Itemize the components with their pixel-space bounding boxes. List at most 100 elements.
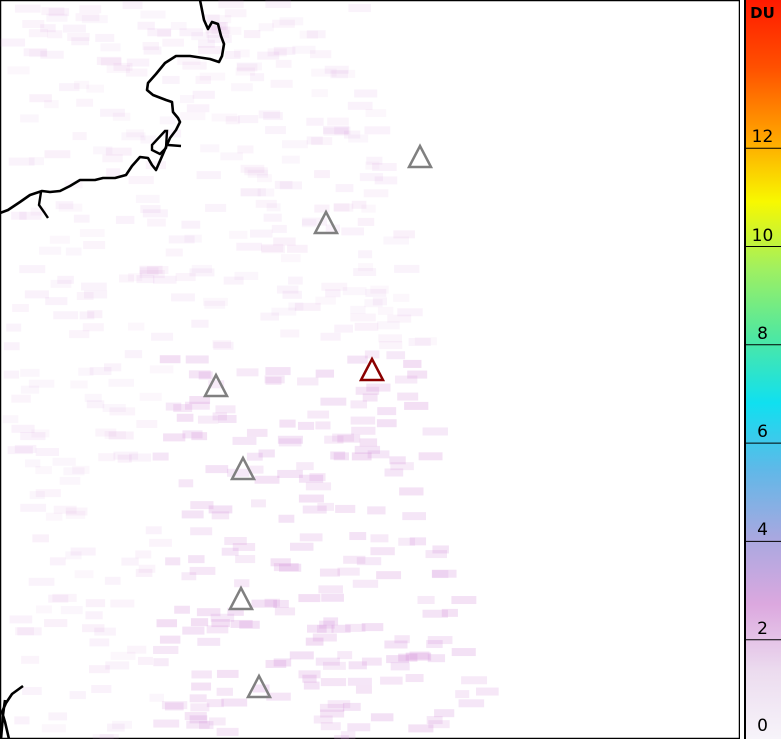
so2-pixel (191, 264, 212, 273)
so2-pixel (280, 329, 300, 338)
so2-pixel (138, 564, 156, 573)
so2-pixel (184, 712, 207, 721)
so2-pixel (325, 224, 340, 233)
so2-pixel (212, 412, 227, 421)
so2-pixel (404, 401, 429, 410)
so2-pixel (184, 234, 202, 243)
so2-pixel (231, 83, 253, 92)
so2-pixel (15, 627, 34, 636)
so2-pixel (65, 507, 88, 516)
so2-pixel (3, 370, 20, 379)
so2-pixel (0, 38, 26, 47)
so2-pixel (367, 450, 390, 459)
so2-pixel (307, 410, 330, 419)
so2-pixel (289, 542, 314, 551)
so2-pixel (362, 393, 378, 402)
so2-pixel (79, 5, 102, 14)
so2-pixel (189, 694, 207, 703)
so2-pixel (393, 293, 410, 302)
so2-pixel (190, 527, 213, 536)
so2-pixel (264, 598, 280, 607)
so2-pixel (266, 203, 281, 212)
so2-pixel (198, 39, 215, 48)
so2-pixel (58, 203, 83, 212)
so2-pixel (288, 276, 303, 285)
so2-pixel (315, 296, 336, 305)
so2-pixel (7, 446, 33, 455)
so2-pixel (159, 355, 181, 364)
so2-pixel (350, 416, 376, 425)
so2-pixel (40, 24, 56, 33)
so2-pixel (19, 211, 42, 220)
so2-pixel (398, 653, 418, 662)
so2-pixel (278, 514, 295, 523)
so2-pixel (334, 735, 349, 739)
so2-pixel (432, 570, 449, 579)
colorbar-tick-label: 8 (757, 323, 768, 344)
so2-pixel (57, 275, 74, 284)
so2-pixel (35, 605, 52, 614)
so2-pixel (294, 302, 321, 311)
so2-pixel (307, 624, 327, 633)
so2-pixel (145, 161, 166, 170)
so2-pixel (112, 720, 133, 729)
so2-pixel (205, 25, 222, 34)
so2-pixel (363, 189, 389, 198)
so2-pixel (100, 43, 121, 52)
so2-pixel (102, 154, 123, 163)
so2-pixel (112, 112, 131, 121)
so2-pixel (261, 243, 284, 252)
coastline (0, 0, 226, 215)
so2-pixel (451, 648, 476, 657)
so2-pixel (432, 545, 449, 554)
so2-pixel (246, 452, 263, 461)
so2-pixel (149, 538, 172, 547)
so2-pixel (186, 104, 210, 113)
so2-pixel (191, 682, 212, 691)
so2-pixel (252, 684, 270, 693)
so2-pixel (331, 69, 356, 78)
so2-pixel (55, 201, 74, 210)
so2-pixel (44, 619, 68, 628)
so2-pixel (206, 625, 229, 634)
so2-pixel (337, 434, 361, 443)
so2-pixel (365, 288, 387, 297)
so2-pixel (188, 555, 205, 564)
so2-pixel (48, 594, 69, 603)
so2-pixel (81, 15, 108, 24)
so2-pixel (239, 620, 260, 629)
so2-pixel (147, 28, 172, 37)
so2-pixel (84, 393, 102, 402)
so2-pixel (367, 506, 386, 515)
so2-pixel (320, 678, 347, 687)
so2-pixel (28, 379, 55, 388)
so2-pixel (273, 658, 292, 667)
so2-pixel (378, 334, 402, 343)
highlighted-volcano-marker (358, 356, 386, 382)
so2-pixel (342, 287, 367, 296)
so2-pixel (426, 640, 443, 649)
so2-pixel (174, 605, 190, 614)
so2-pixel (380, 676, 403, 685)
so2-pixel (226, 468, 250, 477)
so2-pixel (41, 7, 65, 16)
so2-pixel (323, 661, 346, 670)
so2-pixel (312, 633, 337, 642)
so2-pixel (89, 665, 110, 674)
so2-pixel (265, 367, 291, 376)
so2-pixel (263, 213, 282, 222)
so2-pixel (189, 566, 216, 575)
so2-pixel (211, 619, 230, 628)
so2-pixel (364, 299, 383, 308)
so2-pixel (409, 651, 430, 660)
so2-pixel (188, 370, 211, 379)
so2-pixel (63, 467, 85, 476)
so2-pixel (74, 80, 90, 89)
so2-pixel (402, 512, 426, 521)
so2-pixel (41, 724, 66, 733)
so2-pixel (390, 462, 414, 471)
so2-pixel (184, 401, 210, 410)
so2-pixel (408, 337, 431, 346)
so2-pixel (221, 26, 242, 35)
so2-pixel (359, 438, 378, 447)
